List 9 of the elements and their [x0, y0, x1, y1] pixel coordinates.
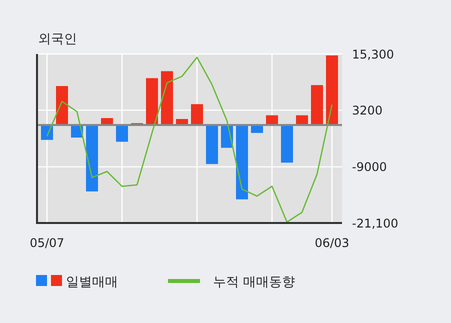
x-tick-label: 06/03 — [314, 236, 350, 250]
y-tick-label: 3200 — [352, 103, 383, 118]
x-tick-label: 05/07 — [30, 236, 64, 250]
y-tick-label: 15,300 — [352, 47, 394, 62]
y-tick-label: -9000 — [352, 160, 387, 174]
y-tick-label: -21,100 — [352, 216, 398, 230]
legend-label: 일별매매 — [66, 275, 118, 290]
chart-title: 외국인 — [38, 32, 77, 47]
legend-label: 누적 매매동향 — [213, 275, 296, 290]
